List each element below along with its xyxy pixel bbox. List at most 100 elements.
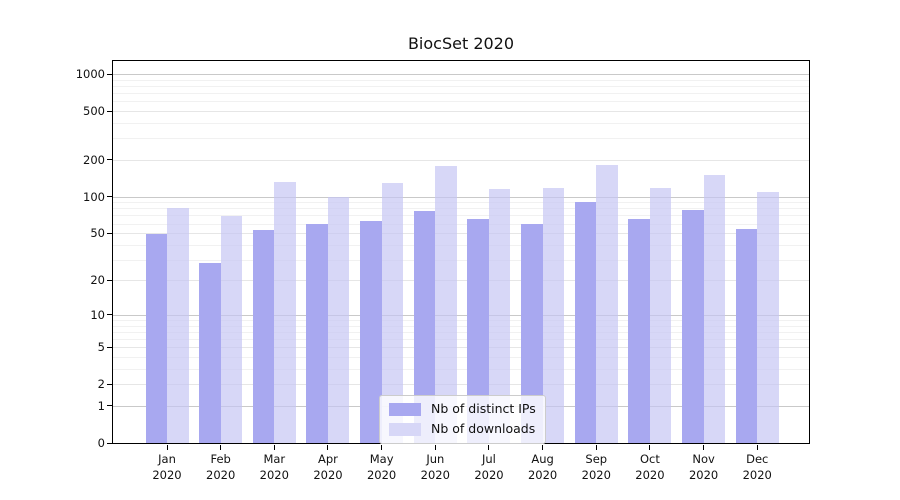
y-tick-5	[107, 346, 112, 348]
gridline-y-100	[113, 196, 809, 198]
bar-dec-downloads	[757, 191, 779, 443]
y-tick-100	[107, 196, 112, 198]
x-tick-jun	[434, 445, 436, 450]
y-tick-label-2: 2	[97, 377, 105, 392]
gridline-y-500	[113, 111, 809, 113]
legend: Nb of distinct IPs Nb of downloads	[379, 395, 546, 444]
chart-title: BiocSet 2020	[407, 34, 515, 53]
bar-oct-ips	[628, 218, 650, 443]
y-tick-50	[107, 232, 112, 234]
y-tick-label-0: 0	[97, 436, 105, 450]
gridline-y-200	[113, 159, 809, 161]
x-tick-apr	[327, 445, 329, 450]
gridline-y-10	[113, 314, 809, 316]
bar-aug-downloads	[542, 187, 565, 443]
x-tick-nov	[703, 445, 705, 450]
gridline-y-900	[113, 79, 809, 81]
y-tick-label-200: 200	[83, 152, 105, 167]
legend-label: Nb of downloads	[431, 421, 536, 436]
bar-may-ips	[360, 220, 382, 443]
bar-jul-ips	[467, 219, 489, 443]
gridline-y-70	[113, 215, 809, 217]
gridline-y-9	[113, 320, 809, 322]
y-tick-200	[107, 159, 112, 161]
bar-nov-ips	[682, 209, 704, 443]
y-tick-20	[107, 279, 112, 281]
gridline-y-30	[113, 259, 809, 261]
bar-jan-downloads	[167, 208, 189, 443]
bar-jun-downloads	[435, 166, 457, 443]
x-tick-label-apr: Apr 2020	[313, 452, 343, 482]
bar-oct-downloads	[649, 187, 672, 443]
x-tick-sep	[595, 445, 597, 450]
y-tick-2	[107, 383, 112, 385]
gridline-y-60	[113, 223, 809, 225]
x-tick-aug	[542, 445, 544, 450]
plot-area: 0 1 2 5 10 20 50 100 200 500 1000 Jan 2020 Feb 2020 Mar…	[76, 60, 810, 482]
gridline-y-90	[113, 202, 809, 204]
gridline-y-1000	[113, 74, 809, 76]
x-tick-label-feb: Feb 2020	[206, 452, 236, 482]
gridline-y-5	[113, 347, 809, 349]
gridline-y-20	[113, 280, 809, 282]
gridline-y-800	[113, 86, 809, 88]
gridline-y-400	[113, 123, 809, 124]
x-tick-label-may: May 2020	[366, 452, 397, 482]
bar-mar-ips	[252, 230, 275, 443]
x-tick-label-jul: Jul 2020	[474, 452, 504, 482]
bar-jun-ips	[413, 211, 436, 443]
bar-sep-downloads	[596, 164, 618, 443]
y-tick-500	[107, 110, 112, 112]
gridline-y-6	[113, 339, 809, 341]
y-tick-label-1000: 1000	[75, 67, 105, 82]
y-tick-label-500: 500	[83, 104, 105, 119]
y-tick-1	[107, 405, 112, 407]
y-tick-label-100: 100	[83, 189, 105, 204]
x-tick-label-sep: Sep 2020	[581, 452, 611, 482]
x-tick-feb	[220, 445, 222, 450]
y-tick-label-20: 20	[90, 273, 105, 288]
x-tick-label-aug: Aug 2020	[527, 452, 558, 482]
bar-mar-downloads	[274, 181, 296, 443]
x-tick-jan	[166, 445, 168, 450]
bar-jan-ips	[145, 234, 167, 443]
y-tick-label-10: 10	[90, 307, 105, 322]
gridline-y-50	[113, 233, 809, 235]
x-tick-jul	[488, 445, 490, 450]
bar-dec-ips	[735, 229, 758, 443]
x-tick-may	[381, 445, 383, 450]
gridline-y-700	[113, 93, 809, 95]
y-tick-0	[107, 442, 112, 444]
bar-may-downloads	[381, 182, 404, 443]
gridline-y-600	[113, 101, 809, 103]
gridline-y-80	[113, 208, 809, 210]
x-tick-dec	[756, 445, 758, 450]
x-tick-label-mar: Mar 2020	[259, 452, 289, 482]
legend-swatch-icon	[389, 402, 421, 416]
y-tick-1000	[107, 73, 112, 75]
gridline-y-7	[113, 331, 809, 333]
gridline-y-40	[113, 244, 809, 246]
bar-jul-downloads	[488, 189, 511, 443]
bar-aug-ips	[521, 223, 543, 443]
legend-label: Nb of distinct IPs	[431, 401, 536, 416]
x-tick-label-dec: Dec 2020	[742, 452, 772, 482]
gridline-y-3	[113, 368, 809, 370]
gridline-y-8	[113, 325, 809, 327]
legend-swatch-icon	[389, 422, 421, 436]
x-tick-label-jan: Jan 2020	[152, 452, 182, 482]
bar-feb-downloads	[220, 216, 243, 443]
y-tick-label-1: 1	[97, 398, 105, 413]
x-tick-oct	[649, 445, 651, 450]
x-tick-label-nov: Nov 2020	[688, 452, 719, 482]
legend-row-downloads: Nb of downloads	[389, 421, 536, 437]
gridline-y-2	[113, 384, 809, 386]
x-tick-label-jun: Jun 2020	[420, 452, 450, 482]
gridline-y-300	[113, 138, 809, 140]
x-tick-mar	[273, 445, 275, 450]
legend-row-ips: Nb of distinct IPs	[389, 401, 536, 417]
y-tick-label-50: 50	[90, 226, 105, 241]
y-tick-10	[107, 314, 112, 316]
bar-sep-ips	[574, 201, 597, 443]
